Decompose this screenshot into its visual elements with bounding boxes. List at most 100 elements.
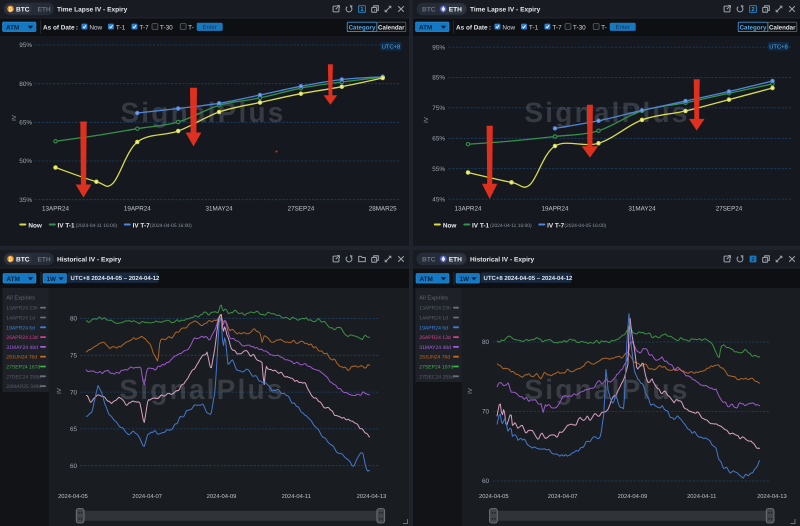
svg-text:Category: Category — [740, 24, 767, 31]
svg-text:27SEP24: 27SEP24 — [716, 206, 743, 213]
svg-text:95%: 95% — [432, 44, 445, 51]
svg-text:1W: 1W — [47, 276, 58, 283]
svg-text:13APR24 23h: 13APR24 23h — [419, 306, 451, 312]
svg-text:13APR24: 13APR24 — [455, 206, 482, 213]
svg-text:19APR24: 19APR24 — [124, 206, 151, 213]
svg-text:80: 80 — [482, 339, 490, 346]
svg-text:31MAY24 48d: 31MAY24 48d — [6, 345, 38, 351]
svg-text:70: 70 — [482, 409, 490, 416]
svg-text:Enter: Enter — [616, 24, 630, 31]
svg-text:Now: Now — [443, 222, 457, 229]
svg-text:IV: IV — [423, 117, 430, 123]
svg-text:(2024-04-11 16:00): (2024-04-11 16:00) — [76, 223, 118, 229]
svg-text:75: 75 — [70, 353, 78, 360]
svg-text:BTC: BTC — [422, 257, 436, 264]
svg-text:Time Lapse IV - Expiry: Time Lapse IV - Expiry — [470, 7, 541, 14]
svg-text:Category: Category — [349, 24, 376, 31]
svg-text:35%: 35% — [19, 197, 32, 204]
svg-text:BTC: BTC — [422, 7, 436, 14]
svg-text:ETH: ETH — [449, 7, 462, 14]
svg-text:All Expiries: All Expiries — [419, 295, 448, 302]
svg-text:BTC: BTC — [16, 7, 30, 14]
svg-text:2024-04-09: 2024-04-09 — [618, 493, 648, 500]
svg-text:80%: 80% — [19, 81, 32, 88]
svg-text:13APR24: 13APR24 — [42, 206, 69, 213]
svg-text:13APR24 23h: 13APR24 23h — [6, 306, 38, 312]
svg-text:T-30: T-30 — [573, 24, 586, 31]
svg-text:95%: 95% — [19, 42, 32, 49]
svg-text:(2024-04-11 16:00): (2024-04-11 16:00) — [490, 223, 532, 229]
svg-text:IV: IV — [11, 115, 18, 121]
svg-text:Now: Now — [502, 24, 515, 31]
svg-text:Time Lapse IV - Expiry: Time Lapse IV - Expiry — [57, 7, 128, 14]
svg-text:27DEC24 258d: 27DEC24 258d — [419, 374, 454, 380]
svg-text:27SEP24 167d: 27SEP24 167d — [419, 365, 453, 371]
svg-text:2024-04-05: 2024-04-05 — [58, 493, 88, 500]
svg-text:BTC: BTC — [16, 257, 30, 264]
svg-text:19APR24 6d: 19APR24 6d — [419, 325, 448, 331]
svg-text:SignalPlus: SignalPlus — [119, 374, 284, 405]
svg-text:55%: 55% — [432, 166, 445, 173]
svg-text:2: 2 — [751, 6, 754, 13]
svg-text:2024-04-13: 2024-04-13 — [757, 493, 787, 500]
svg-text:2024-04-07: 2024-04-07 — [132, 493, 162, 500]
svg-text:19APR24 6d: 19APR24 6d — [6, 325, 35, 331]
svg-text:Historical IV - Expiry: Historical IV - Expiry — [57, 257, 121, 264]
svg-text:As of Date :: As of Date : — [43, 24, 78, 31]
svg-text:27SEP24 167d: 27SEP24 167d — [6, 365, 40, 371]
svg-text:IV: IV — [467, 388, 474, 394]
svg-text:₿: ₿ — [8, 6, 12, 13]
svg-text:Now: Now — [89, 24, 102, 31]
svg-text:28MAR25 349d: 28MAR25 349d — [6, 384, 41, 390]
svg-text:Historical IV - Expiry: Historical IV - Expiry — [470, 257, 534, 264]
svg-text:60: 60 — [482, 478, 490, 485]
svg-text:All Expiries: All Expiries — [6, 295, 35, 302]
svg-text:2024-04-07: 2024-04-07 — [548, 493, 578, 500]
svg-text:UTC+8: UTC+8 — [769, 44, 788, 51]
svg-text:2024-04-13: 2024-04-13 — [357, 493, 387, 500]
svg-text:75%: 75% — [432, 105, 445, 112]
svg-text:19APR24: 19APR24 — [542, 206, 569, 213]
svg-text:70: 70 — [70, 389, 78, 396]
svg-text:IV T-7: IV T-7 — [133, 222, 150, 229]
svg-text:UTC+8: UTC+8 — [382, 44, 401, 51]
svg-text:(2024-04-05 16:00): (2024-04-05 16:00) — [150, 223, 192, 229]
svg-text:T-1: T-1 — [529, 24, 539, 31]
svg-text:26APR24 13d: 26APR24 13d — [6, 335, 38, 341]
svg-text:65%: 65% — [432, 136, 445, 143]
svg-text:T-7: T-7 — [552, 24, 562, 31]
svg-text:T-1: T-1 — [116, 24, 126, 31]
svg-text:₿: ₿ — [8, 256, 12, 263]
svg-text:2: 2 — [751, 256, 754, 263]
svg-text:ATM: ATM — [6, 24, 19, 31]
svg-text:T-30: T-30 — [160, 24, 173, 31]
svg-text:28JUN24 76d: 28JUN24 76d — [6, 355, 37, 361]
svg-text:ATM: ATM — [419, 24, 432, 31]
svg-text:ATM: ATM — [7, 276, 20, 283]
svg-text:28MAR25: 28MAR25 — [369, 206, 397, 213]
svg-text:2024-04-11: 2024-04-11 — [687, 493, 716, 500]
svg-text:IV: IV — [56, 388, 63, 394]
svg-text:Calendar: Calendar — [378, 24, 405, 31]
svg-text:65: 65 — [70, 426, 78, 433]
svg-text:T-: T- — [188, 24, 194, 31]
svg-text:IV T-7: IV T-7 — [547, 222, 564, 229]
svg-text:65%: 65% — [19, 120, 32, 127]
svg-text:60: 60 — [70, 463, 78, 470]
svg-text:31MAY24 48d: 31MAY24 48d — [419, 345, 451, 351]
svg-text:(2024-04-05 16:00): (2024-04-05 16:00) — [564, 223, 606, 229]
svg-text:Enter: Enter — [203, 24, 217, 31]
svg-text:45%: 45% — [432, 196, 445, 203]
svg-text:SignalPlus: SignalPlus — [524, 97, 689, 128]
svg-text:27SEP24: 27SEP24 — [288, 206, 315, 213]
svg-text:Calendar: Calendar — [769, 24, 796, 31]
svg-text:27DEC24 258d: 27DEC24 258d — [6, 374, 41, 380]
svg-text:T-7: T-7 — [139, 24, 149, 31]
svg-text:80: 80 — [70, 316, 78, 323]
svg-text:14APR24 1d: 14APR24 1d — [6, 316, 35, 322]
svg-text:UTC+8 2024-04-05 – 2024-04-12: UTC+8 2024-04-05 – 2024-04-12 — [484, 275, 574, 282]
svg-text:T-: T- — [601, 24, 607, 31]
svg-text:ETH: ETH — [38, 7, 51, 14]
svg-text:ETH: ETH — [449, 257, 462, 264]
svg-text:14APR24 1d: 14APR24 1d — [419, 316, 448, 322]
